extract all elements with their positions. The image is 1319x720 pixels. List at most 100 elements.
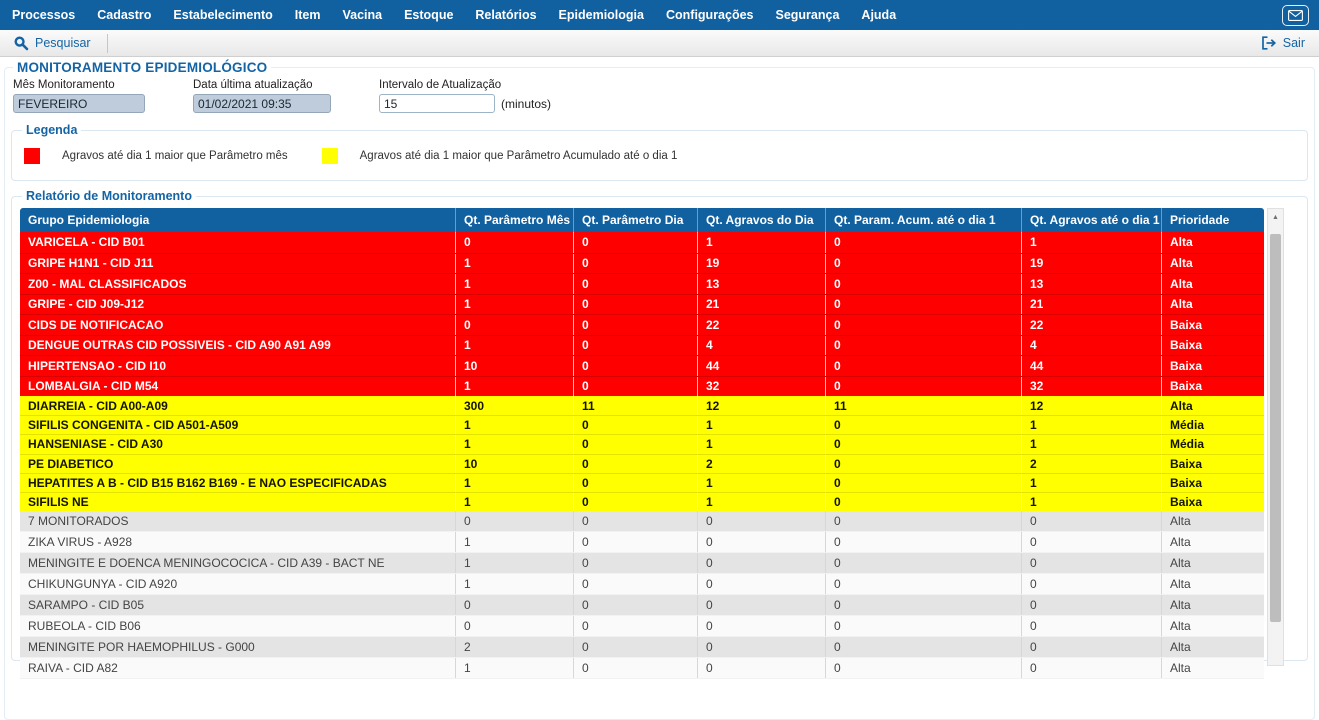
cell: 0 (574, 416, 698, 435)
cell: 0 (826, 492, 1022, 512)
table-row[interactable]: GRIPE H1N1 - CID J11 1 0 19 0 19 Alta (20, 252, 1264, 273)
cell: 21 (698, 294, 826, 314)
cell: 1 (698, 416, 826, 435)
cell: 0 (574, 616, 698, 637)
cell: RUBEOLA - CID B06 (20, 616, 456, 637)
table-row[interactable]: LOMBALGIA - CID M54 1 0 32 0 32 Baixa (20, 375, 1264, 396)
interval-field-group: Intervalo de Atualização (minutos) (379, 79, 551, 113)
cell: 0 (574, 454, 698, 473)
column-header-qt-agravos-do-dia: Qt. Agravos do Dia (698, 208, 826, 232)
cell: SARAMPO - CID B05 (20, 595, 456, 616)
menu-item-configuracoes[interactable]: Configurações (665, 8, 754, 22)
cell: Média (1170, 437, 1205, 452)
table-row[interactable]: 7 MONITORADOS 0 0 0 0 0 Alta (20, 511, 1264, 533)
filter-form: Mês Monitoramento Data última atualizaçã… (13, 79, 1308, 113)
grid-scrollbar[interactable]: ▲ (1267, 208, 1284, 666)
cell: 0 (574, 637, 698, 658)
legend-swatch-red (24, 148, 40, 164)
table-row[interactable]: SIFILIS NE 1 0 1 0 1 Baixa (20, 491, 1264, 512)
exit-button[interactable]: Sair (1257, 36, 1309, 50)
table-row[interactable]: RUBEOLA - CID B06 0 0 0 0 0 Alta (20, 616, 1264, 638)
table-row[interactable]: DENGUE OUTRAS CID POSSIVEIS - CID A90 A9… (20, 334, 1264, 355)
menu-item-estoque[interactable]: Estoque (404, 8, 454, 22)
table-row[interactable]: PE DIABETICO 10 0 2 0 2 Baixa (20, 453, 1264, 473)
cell: 0 (1022, 658, 1162, 679)
cell: 1 (698, 435, 826, 454)
table-row[interactable]: GRIPE - CID J09-J12 1 0 21 0 21 Alta (20, 293, 1264, 314)
menu-item-cadastro[interactable]: Cadastro (97, 8, 152, 22)
month-field-label: Mês Monitoramento (13, 79, 115, 91)
cell: 0 (574, 658, 698, 679)
month-field-group: Mês Monitoramento (13, 79, 145, 113)
cell: Alta (1170, 297, 1193, 312)
cell: Média (1170, 418, 1205, 433)
table-row[interactable]: HANSENIASE - CID A30 1 0 1 0 1 Média (20, 434, 1264, 454)
cell: Alta (1170, 556, 1191, 571)
table-row[interactable]: Z00 - MAL CLASSIFICADOS 1 0 13 0 13 Alta (20, 273, 1264, 294)
exit-button-label: Sair (1282, 36, 1305, 50)
cell: 22 (1022, 315, 1162, 335)
cell: Alta (1170, 398, 1193, 413)
cell: 0 (574, 294, 698, 314)
interval-field[interactable] (379, 94, 495, 113)
cell: 0 (826, 454, 1022, 473)
menu-item-seguranca[interactable]: Segurança (775, 8, 840, 22)
table-row[interactable]: MENINGITE E DOENCA MENINGOCOCICA - CID A… (20, 553, 1264, 575)
table-row[interactable]: ZIKA VIRUS - A928 1 0 0 0 0 Alta (20, 532, 1264, 554)
table-row[interactable]: VARICELA - CID B01 0 0 1 0 1 Alta (20, 232, 1264, 253)
table-row[interactable]: SARAMPO - CID B05 0 0 0 0 0 Alta (20, 595, 1264, 617)
cell: CIDS DE NOTIFICACAO (20, 315, 456, 335)
cell: 1 (456, 492, 574, 512)
table-row[interactable]: MENINGITE POR HAEMOPHILUS - G000 2 0 0 0 0 Alt… (20, 637, 1264, 659)
menu-item-vacina[interactable]: Vacina (342, 8, 383, 22)
cell: GRIPE - CID J09-J12 (20, 294, 456, 314)
search-button-label: Pesquisar (35, 36, 91, 50)
table-row[interactable]: RAIVA - CID A82 1 0 0 0 0 Alta (20, 658, 1264, 680)
cell: 0 (826, 532, 1022, 553)
cell: 0 (826, 335, 1022, 355)
menu-item-item[interactable]: Item (294, 8, 321, 22)
cell: 1 (1022, 473, 1162, 492)
cell: 0 (698, 532, 826, 553)
search-button[interactable]: Pesquisar (10, 35, 95, 51)
cell: 1 (1022, 435, 1162, 454)
cell: 11 (826, 396, 1022, 416)
monitoring-grid: Grupo Epidemiologia Qt. Parâmetro Mês Qt. … (20, 208, 1299, 680)
cell: 1 (456, 376, 574, 396)
table-row[interactable]: CHIKUNGUNYA - CID A920 1 0 0 0 0 Alta (20, 574, 1264, 596)
cell: Baixa (1170, 379, 1203, 394)
table-row[interactable]: SIFILIS CONGENITA - CID A501-A509 1 0 1 0 1 Mé… (20, 415, 1264, 435)
last-update-field-group: Data última atualização (193, 79, 331, 113)
cell: 32 (698, 376, 826, 396)
cell: MENINGITE POR HAEMOPHILUS - G000 (20, 637, 456, 658)
cell: 0 (1022, 532, 1162, 553)
cell: 2 (698, 454, 826, 473)
scrollbar-thumb[interactable] (1270, 234, 1281, 622)
cell: 2 (1022, 454, 1162, 473)
scroll-up-arrow-icon[interactable]: ▲ (1272, 213, 1279, 221)
cell: CHIKUNGUNYA - CID A920 (20, 574, 456, 595)
cell: 1 (456, 658, 574, 679)
legend-items: Agravos até dia 1 maior que Parâmetro mê… (20, 139, 1299, 174)
menu-item-relatorios[interactable]: Relatórios (475, 8, 537, 22)
table-row[interactable]: HEPATITES A B - CID B15 B162 B169 - E NA… (20, 472, 1264, 492)
cell: Baixa (1170, 456, 1203, 471)
cell: 0 (574, 335, 698, 355)
cell: Alta (1170, 276, 1193, 291)
table-row[interactable]: CIDS DE NOTIFICACAO 0 0 22 0 22 Baixa (20, 314, 1264, 335)
menu-item-epidemiologia[interactable]: Epidemiologia (558, 8, 644, 22)
cell: 4 (1022, 335, 1162, 355)
menu-item-estabelecimento[interactable]: Estabelecimento (173, 8, 273, 22)
cell: HANSENIASE - CID A30 (20, 435, 456, 454)
menu-item-ajuda[interactable]: Ajuda (861, 8, 897, 22)
cell: DENGUE OUTRAS CID POSSIVEIS - CID A90 A9… (20, 335, 456, 355)
cell: 0 (826, 595, 1022, 616)
menu-item-processos[interactable]: Processos (12, 8, 76, 22)
table-row[interactable]: HIPERTENSAO - CID I10 10 0 44 0 44 Baixa (20, 355, 1264, 376)
table-row[interactable]: DIARREIA - CID A00-A09 300 11 12 11 12 Alta (20, 396, 1264, 416)
mail-button[interactable] (1282, 4, 1309, 26)
cell: 1 (1022, 416, 1162, 435)
cell: 0 (698, 574, 826, 595)
cell: 1 (698, 473, 826, 492)
cell: 0 (1022, 553, 1162, 574)
